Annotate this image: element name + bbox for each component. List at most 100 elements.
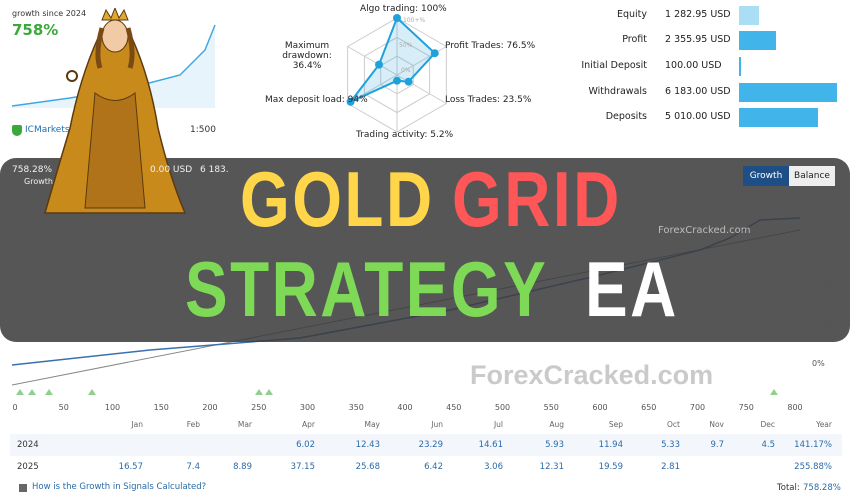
stat-label: Equity bbox=[616, 9, 647, 20]
radar-ring-label-0: 0% bbox=[401, 67, 411, 74]
x-tick: 800 bbox=[787, 403, 803, 412]
radar-label-profit: Profit Trades: 76.5% bbox=[445, 41, 536, 51]
x-tick: 500 bbox=[494, 403, 511, 412]
month-value: 5.33 bbox=[661, 440, 680, 450]
radar-chart bbox=[346, 14, 447, 133]
total-label: Total: bbox=[777, 483, 800, 493]
y-tick: 200% bbox=[812, 321, 835, 330]
x-tick: 350 bbox=[348, 403, 364, 412]
radar-point bbox=[393, 14, 401, 22]
year-header: Year bbox=[816, 420, 832, 429]
stat-bar bbox=[739, 57, 741, 76]
radar-label-algo: Algo trading: 100% bbox=[360, 4, 447, 14]
radar-label-loss: Loss Trades: 23.5% bbox=[445, 95, 532, 105]
queen-illustration bbox=[44, 8, 187, 214]
x-tick: 50 bbox=[58, 403, 69, 412]
total-value: 758.28% bbox=[803, 483, 841, 493]
month-value: 37.15 bbox=[290, 462, 315, 472]
x-tick: 400 bbox=[397, 403, 413, 412]
stat-value: 5 010.00 USD bbox=[665, 111, 731, 122]
x-tick: 200 bbox=[202, 403, 218, 412]
stat-label: Withdrawals bbox=[588, 86, 647, 97]
x-tick: 250 bbox=[251, 403, 267, 412]
month-value: 4.5 bbox=[761, 440, 775, 450]
month-value: 11.94 bbox=[598, 440, 623, 450]
month-header: Jan bbox=[131, 420, 143, 429]
deal-markers bbox=[16, 389, 778, 395]
help-link[interactable]: How is the Growth in Signals Calculated? bbox=[32, 482, 207, 492]
stat-value: 6 183.00 USD bbox=[665, 86, 731, 97]
radar-point bbox=[375, 60, 384, 69]
summary-deposits-value: 0.00 USD bbox=[150, 165, 193, 175]
growth-caption: growth since 2024 bbox=[12, 9, 87, 18]
stat-label: Deposits bbox=[605, 111, 647, 122]
x-tick: 450 bbox=[446, 403, 462, 412]
radar-point bbox=[393, 76, 401, 85]
stat-value: 2 355.95 USD bbox=[665, 34, 731, 45]
tab-balance[interactable]: Balance bbox=[789, 166, 835, 186]
row-year: 2024 bbox=[17, 440, 39, 450]
y-tick: 400% bbox=[812, 282, 835, 291]
month-value: 12.43 bbox=[355, 440, 380, 450]
radar-ring-label-50: 50% bbox=[399, 42, 413, 49]
month-value: 6.42 bbox=[424, 462, 443, 472]
month-value: 14.61 bbox=[478, 440, 503, 450]
table-row bbox=[10, 434, 842, 456]
row-year: 2025 bbox=[17, 462, 39, 472]
banner-word-grid: GRID bbox=[452, 155, 622, 243]
help-icon bbox=[19, 484, 27, 492]
month-header: Nov bbox=[709, 420, 724, 429]
stat-value: 1 282.95 USD bbox=[665, 9, 731, 20]
month-value: 12.31 bbox=[539, 462, 564, 472]
y-tick: 0% bbox=[812, 359, 825, 368]
month-header: Feb bbox=[186, 420, 200, 429]
x-tick: 650 bbox=[641, 403, 657, 412]
x-tick: 550 bbox=[543, 403, 559, 412]
month-header: Jul bbox=[493, 420, 503, 429]
month-header: Oct bbox=[667, 420, 680, 429]
banner-word-gold: GOLD bbox=[240, 155, 435, 243]
month-value: 8.89 bbox=[233, 462, 252, 472]
year-total: 141.17% bbox=[794, 440, 832, 450]
summary-withdrawals-value: 6 183. bbox=[200, 165, 229, 175]
radar-spoke bbox=[347, 46, 398, 76]
x-tick: 0 bbox=[12, 403, 18, 412]
broker-link[interactable]: ICMarketsSC bbox=[25, 125, 82, 135]
month-value: 19.59 bbox=[598, 462, 623, 472]
stat-label: Initial Deposit bbox=[581, 60, 647, 71]
mini-growth-chart bbox=[11, 24, 216, 108]
month-value: 16.57 bbox=[118, 462, 143, 472]
month-value: 3.06 bbox=[484, 462, 503, 472]
month-header: May bbox=[364, 420, 380, 429]
month-header: Mar bbox=[237, 420, 252, 429]
x-tick: 600 bbox=[592, 403, 608, 412]
stat-bar bbox=[739, 31, 777, 50]
summary-growth-value: 758.28% bbox=[12, 165, 53, 175]
y-tick: 800% bbox=[812, 205, 835, 214]
watermark-center: ForexCracked.com bbox=[658, 225, 751, 236]
x-tick: 750 bbox=[738, 403, 754, 412]
radar-label-activity: Trading activity: 5.2% bbox=[356, 130, 454, 140]
stat-bar bbox=[739, 83, 837, 102]
month-value: 6.02 bbox=[296, 440, 315, 450]
radar-ring-label-100: 100+% bbox=[403, 17, 426, 24]
x-tick: 150 bbox=[153, 403, 169, 412]
stat-bar bbox=[739, 108, 819, 127]
month-value: 25.68 bbox=[355, 462, 380, 472]
leverage: 1:500 bbox=[190, 125, 216, 135]
growth-value: 758% bbox=[12, 21, 59, 39]
tab-growth[interactable]: Growth bbox=[743, 166, 789, 186]
banner-word-strategy: STRATEGY bbox=[185, 245, 549, 333]
summary-growth-label: Growth bbox=[24, 177, 53, 186]
month-value: 23.29 bbox=[418, 440, 443, 450]
year-total: 255.88% bbox=[794, 462, 832, 472]
radar-point bbox=[346, 97, 355, 106]
month-value: 2.81 bbox=[661, 462, 680, 472]
stat-bar bbox=[739, 6, 759, 25]
month-header: Jun bbox=[431, 420, 443, 429]
verified-shield-icon bbox=[12, 125, 22, 136]
month-value: 5.93 bbox=[545, 440, 564, 450]
month-value: 7.4 bbox=[186, 462, 200, 472]
stat-value: 100.00 USD bbox=[665, 60, 722, 71]
month-header: Aug bbox=[549, 420, 564, 429]
